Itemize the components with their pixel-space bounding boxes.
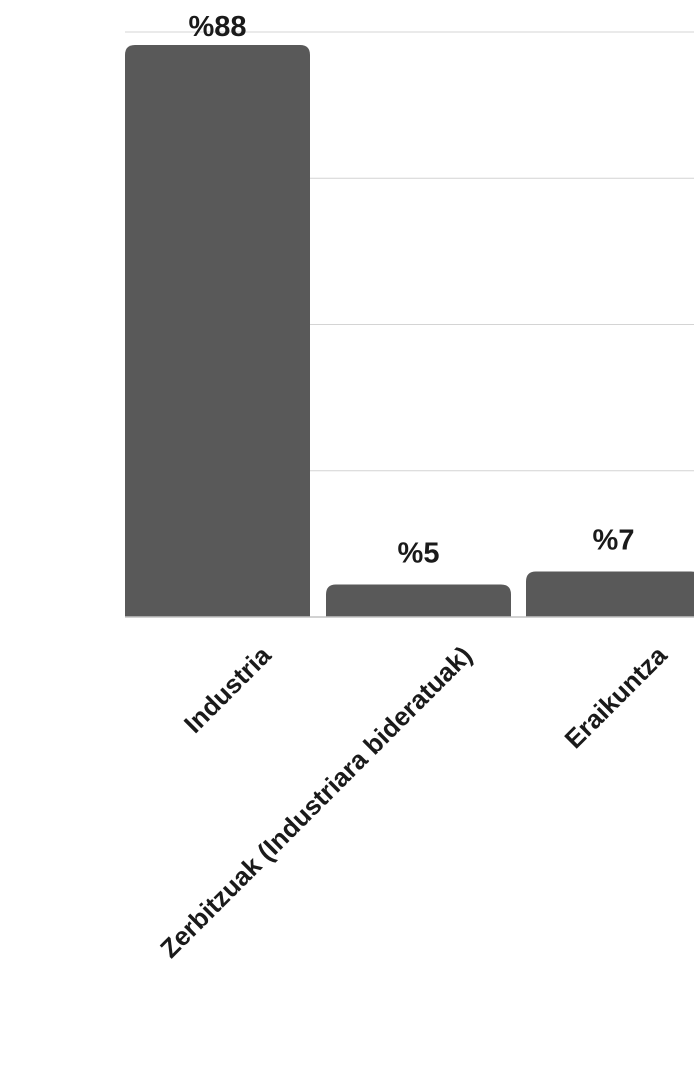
bars [125,45,694,617]
bar-2 [526,571,694,617]
value-label-0: %88 [188,11,246,43]
value-labels: %88 %5 %7 [188,11,634,570]
value-label-1: %5 [398,538,440,570]
category-label-0: Industria [178,640,277,739]
category-label-2: Eraikuntza [559,640,674,755]
value-label-2: %7 [593,525,635,557]
bar-0 [125,45,310,617]
bar-1 [326,584,511,617]
category-label-1: Zerbitzuak (Industriara bideratuak) [154,640,478,964]
